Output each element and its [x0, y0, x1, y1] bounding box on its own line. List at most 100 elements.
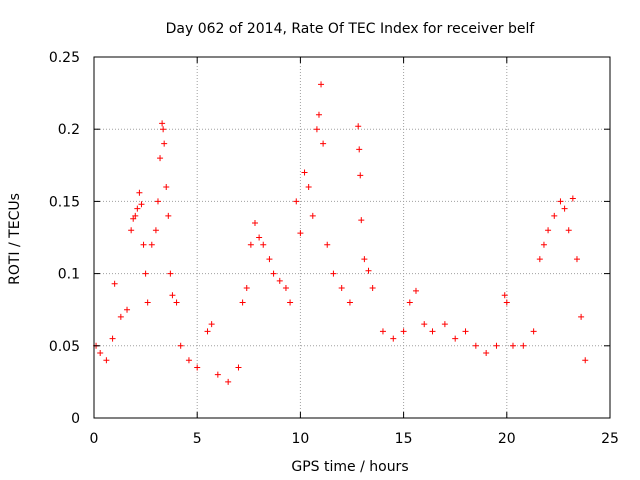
x-tick-label: 25: [601, 431, 619, 447]
data-point: [441, 321, 448, 328]
data-point: [400, 328, 407, 335]
data-point: [293, 198, 300, 205]
data-point: [276, 277, 283, 284]
plot-frame: [93, 56, 611, 419]
data-point: [204, 328, 211, 335]
y-tick-label: 0.25: [49, 50, 80, 66]
data-point: [154, 198, 161, 205]
data-point: [536, 256, 543, 263]
data-point: [569, 195, 576, 202]
data-point: [493, 342, 500, 349]
data-point: [578, 313, 585, 320]
data-point: [103, 357, 110, 364]
data-point: [573, 256, 580, 263]
data-point: [159, 120, 166, 127]
data-point: [356, 146, 363, 153]
data-point: [330, 270, 337, 277]
data-point: [530, 328, 537, 335]
y-tick-label: 0.05: [49, 339, 80, 355]
data-point: [148, 241, 155, 248]
data-point: [225, 378, 232, 385]
data-point: [551, 212, 558, 219]
data-point: [163, 183, 170, 190]
data-point: [390, 335, 397, 342]
data-point: [406, 299, 413, 306]
data-point: [509, 342, 516, 349]
data-point: [429, 328, 436, 335]
data-point: [540, 241, 547, 248]
chart-title: Day 062 of 2014, Rate Of TEC Index for r…: [166, 21, 536, 37]
ticks-layer: 0 5 10 15 20 25 0 0.05 0.1 0.15 0.2 0.25: [49, 50, 619, 447]
data-point: [185, 357, 192, 364]
data-point: [134, 205, 141, 212]
data-point: [173, 299, 180, 306]
data-point: [379, 328, 386, 335]
data-point: [313, 126, 320, 133]
data-point: [128, 227, 135, 234]
data-point: [169, 292, 176, 299]
data-point: [318, 81, 325, 88]
data-point: [152, 227, 159, 234]
data-point: [282, 285, 289, 292]
data-point: [194, 364, 201, 371]
data-point: [124, 306, 131, 313]
data-point: [287, 299, 294, 306]
data-point: [270, 270, 277, 277]
grid-layer: [94, 57, 610, 418]
data-point: [545, 227, 552, 234]
data-point: [358, 217, 365, 224]
data-point: [117, 313, 124, 320]
data-point: [251, 220, 258, 227]
data-point: [557, 198, 564, 205]
y-tick-label: 0.15: [49, 194, 80, 210]
x-tick-label: 15: [395, 431, 413, 447]
data-point: [365, 267, 372, 274]
data-point: [161, 140, 168, 147]
data-point: [315, 111, 322, 118]
data-point: [501, 292, 508, 299]
x-tick-label: 0: [90, 431, 99, 447]
data-point: [97, 350, 104, 357]
data-point: [239, 299, 246, 306]
data-point: [355, 123, 362, 130]
data-point: [177, 342, 184, 349]
data-point: [235, 364, 242, 371]
data-point: [266, 256, 273, 263]
y-tick-label: 0: [71, 411, 80, 427]
data-point: [412, 287, 419, 294]
data-point: [109, 335, 116, 342]
data-point: [247, 241, 254, 248]
data-point: [357, 172, 364, 179]
x-tick-label: 5: [193, 431, 202, 447]
data-point: [142, 270, 149, 277]
data-point: [320, 140, 327, 147]
data-point: [338, 285, 345, 292]
data-point: [136, 189, 143, 196]
data-point: [160, 126, 167, 133]
data-point: [260, 241, 267, 248]
data-point: [256, 234, 263, 241]
data-point: [483, 350, 490, 357]
y-tick-label: 0.2: [58, 122, 80, 138]
y-axis-label: ROTI / TECUs: [7, 193, 23, 285]
x-tick-label: 10: [291, 431, 309, 447]
data-point: [361, 256, 368, 263]
data-point: [503, 299, 510, 306]
data-point: [157, 155, 164, 162]
data-point: [582, 357, 589, 364]
data-point: [140, 241, 147, 248]
points-layer: [93, 81, 589, 385]
data-point: [462, 328, 469, 335]
data-point: [472, 342, 479, 349]
data-point: [144, 299, 151, 306]
data-point: [138, 201, 145, 208]
data-point: [214, 371, 221, 378]
data-point: [132, 212, 139, 219]
x-axis-label: GPS time / hours: [291, 459, 408, 475]
data-point: [346, 299, 353, 306]
data-point: [565, 227, 572, 234]
data-point: [421, 321, 428, 328]
data-point: [452, 335, 459, 342]
data-point: [243, 285, 250, 292]
